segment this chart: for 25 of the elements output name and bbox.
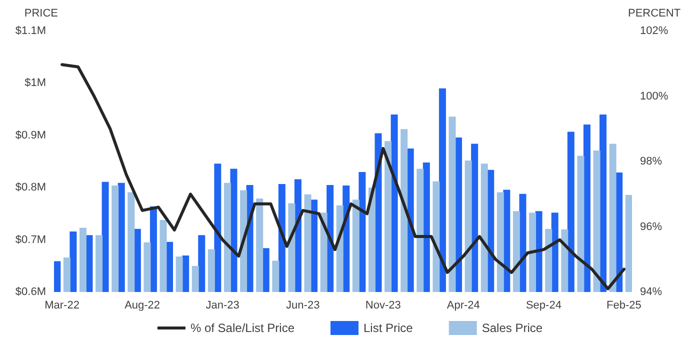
legend-label: List Price [364, 321, 414, 335]
legend-label: % of Sale/List Price [190, 321, 295, 335]
y2-tick-label: 100% [640, 90, 668, 102]
x-tick-label: Jun-23 [286, 300, 320, 312]
y2-tick-label: 98% [640, 156, 662, 168]
y-tick-label: $0.8M [15, 182, 46, 194]
x-tick-label: Feb-25 [606, 300, 642, 312]
y2-tick-label: 102% [640, 25, 668, 37]
y-tick-label: $1.1M [15, 25, 46, 37]
y-tick-label: $0.7M [15, 234, 46, 246]
x-tick-label: Sep-24 [526, 300, 562, 312]
y2-axis-title: PERCENT [628, 8, 681, 20]
x-tick-label: Jan-23 [206, 300, 240, 312]
y2-tick-label: 94% [640, 286, 662, 298]
x-tick-label: Apr-24 [446, 300, 480, 312]
y-axis-title: PRICE [24, 8, 58, 20]
x-tick-label: Aug-22 [124, 300, 160, 312]
y2-tick-label: 96% [640, 220, 662, 233]
x-tick-label: Nov-23 [365, 300, 401, 312]
y-tick-label: $0.9M [15, 129, 46, 142]
x-tick-label: Mar-22 [44, 300, 80, 312]
legend-label: Sales Price [482, 321, 543, 335]
line-series [60, 63, 626, 290]
y-tick-label: $0.6M [15, 286, 46, 298]
y-tick-label: $1M [24, 77, 46, 90]
